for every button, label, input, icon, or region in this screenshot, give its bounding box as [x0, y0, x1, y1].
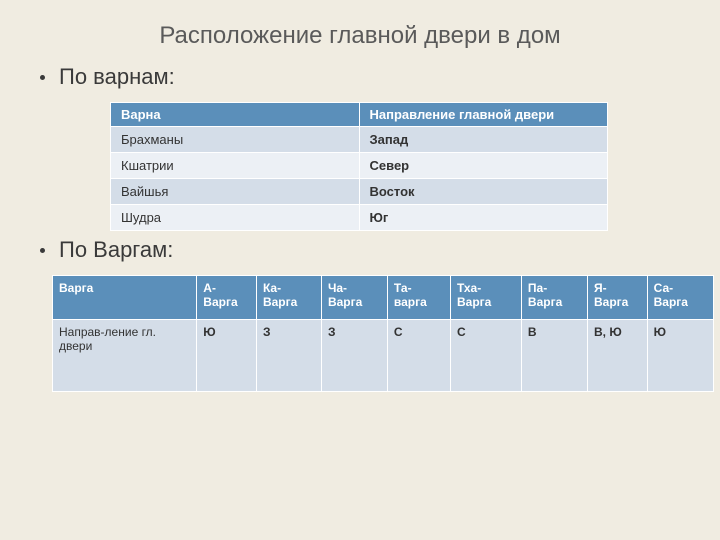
- bullet-dot-icon: [40, 248, 45, 253]
- col-cha-varga: Ча-Варга: [321, 276, 387, 320]
- table-header-row: Варна Направление главной двери: [111, 103, 608, 127]
- bullet-varnam-label: По варнам:: [59, 64, 175, 90]
- cell: В, Ю: [588, 320, 648, 392]
- bullet-vargam: По Варгам:: [40, 237, 684, 263]
- table-row: Вайшья Восток: [111, 179, 608, 205]
- cell: Запад: [359, 127, 608, 153]
- cell: Брахманы: [111, 127, 360, 153]
- col-pa-varga: Па-Варга: [521, 276, 587, 320]
- cell: З: [321, 320, 387, 392]
- col-tha-varga: Тха-Варга: [451, 276, 522, 320]
- cell: Ю: [197, 320, 257, 392]
- cell: Вайшья: [111, 179, 360, 205]
- col-sa-varga: Са-Варга: [647, 276, 713, 320]
- table-varga: Варга А-Варга Ка-Варга Ча-Варга Та-варга…: [52, 275, 714, 392]
- table-varna: Варна Направление главной двери Брахманы…: [110, 102, 608, 231]
- col-ta-varga: Та-варга: [387, 276, 450, 320]
- cell: С: [387, 320, 450, 392]
- col-ya-varga: Я-Варга: [588, 276, 648, 320]
- cell: Направ-ление гл. двери: [53, 320, 197, 392]
- col-direction: Направление главной двери: [359, 103, 608, 127]
- bullet-varnam: По варнам:: [40, 64, 684, 90]
- page-title: Расположение главной двери в дом: [36, 22, 684, 50]
- col-ka-varga: Ка-Варга: [256, 276, 321, 320]
- cell: В: [521, 320, 587, 392]
- col-varga: Варга: [53, 276, 197, 320]
- cell: Север: [359, 153, 608, 179]
- cell: Ю: [647, 320, 713, 392]
- cell: Юг: [359, 205, 608, 231]
- col-a-varga: А-Варга: [197, 276, 257, 320]
- table-row: Кшатрии Север: [111, 153, 608, 179]
- table-row: Брахманы Запад: [111, 127, 608, 153]
- cell: Кшатрии: [111, 153, 360, 179]
- cell: С: [451, 320, 522, 392]
- bullet-vargam-label: По Варгам:: [59, 237, 173, 263]
- table-row: Направ-ление гл. двери Ю З З С С В В, Ю …: [53, 320, 714, 392]
- table-row: Шудра Юг: [111, 205, 608, 231]
- bullet-dot-icon: [40, 75, 45, 80]
- cell: З: [256, 320, 321, 392]
- cell: Шудра: [111, 205, 360, 231]
- cell: Восток: [359, 179, 608, 205]
- table-header-row: Варга А-Варга Ка-Варга Ча-Варга Та-варга…: [53, 276, 714, 320]
- col-varna: Варна: [111, 103, 360, 127]
